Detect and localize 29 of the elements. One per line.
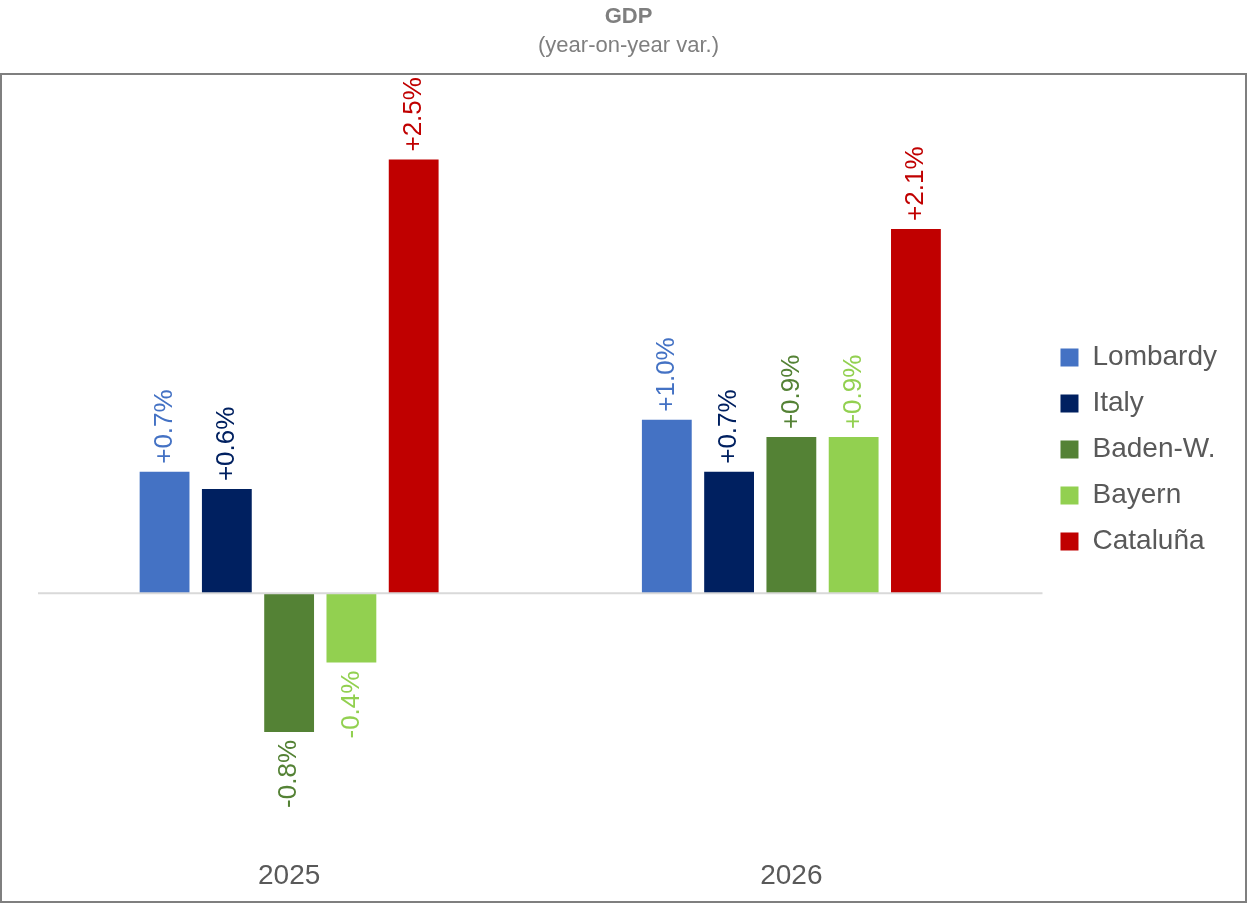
data-label: +0.9% xyxy=(774,354,805,430)
bar xyxy=(891,228,941,594)
legend-label: Italy xyxy=(1092,386,1144,418)
bar xyxy=(828,437,879,594)
data-label: -0.8% xyxy=(272,739,303,808)
bar xyxy=(139,471,190,594)
bar xyxy=(388,159,439,594)
data-label: +1.0% xyxy=(649,337,680,412)
data-label: +0.7% xyxy=(712,389,743,464)
legend-label: Baden-W. xyxy=(1092,432,1216,464)
data-label: +2.5% xyxy=(396,77,427,152)
chart-subtitle: (year-on-year var.) xyxy=(538,31,719,57)
bar xyxy=(201,489,252,594)
x-tick-label: 2026 xyxy=(760,858,823,890)
legend-label: Lombardy xyxy=(1092,340,1218,372)
bar xyxy=(641,419,692,594)
data-label: +0.9% xyxy=(836,354,867,430)
data-label: -0.4% xyxy=(334,670,365,739)
bar xyxy=(264,593,315,732)
bar xyxy=(704,471,754,594)
chart-title: GDP xyxy=(604,3,653,29)
bar xyxy=(326,593,377,663)
data-label: +0.7% xyxy=(147,389,178,464)
data-label: +0.6% xyxy=(210,406,241,482)
legend-label: Cataluña xyxy=(1092,524,1205,556)
x-tick-label: 2025 xyxy=(257,858,321,890)
legend-label: Bayern xyxy=(1092,478,1182,510)
bar xyxy=(766,437,817,594)
data-label: +2.1% xyxy=(899,146,930,221)
